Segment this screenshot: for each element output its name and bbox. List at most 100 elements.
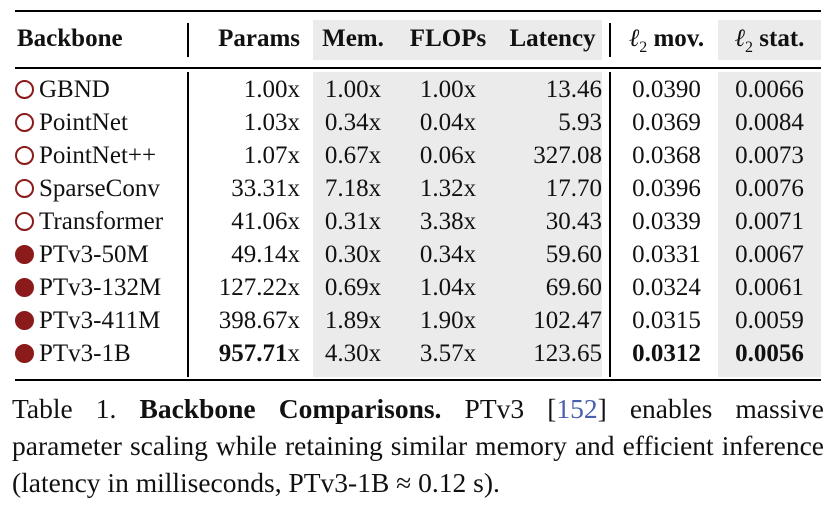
- flops-value: 1.32x: [419, 175, 477, 202]
- caption-text-part2: ] enables massive parameter scaling whil…: [12, 393, 824, 498]
- row-name-cell: PointNet++: [15, 139, 156, 172]
- latency-value: 69.60: [545, 274, 602, 301]
- shade-stat-body: [718, 72, 821, 377]
- caption-text-part1: PTv3 [: [441, 393, 557, 424]
- l2-stat-value: 0.0061: [735, 274, 804, 301]
- l2-mov-value: 0.0324: [632, 274, 701, 301]
- latency-value: 13.46: [545, 76, 602, 103]
- row-name-cell: PTv3-50M: [15, 238, 149, 271]
- l2-mov-value: 0.0368: [632, 142, 701, 169]
- l2-stat-value: 0.0076: [735, 175, 804, 202]
- ell-subscript: 2: [639, 39, 648, 56]
- header-latency: Latency: [509, 25, 596, 52]
- open-circle-icon: [15, 80, 34, 99]
- l2-stat-value: 0.0066: [735, 76, 804, 103]
- l2-mov-value: 0.0396: [632, 175, 701, 202]
- open-circle-icon: [15, 113, 34, 132]
- mem-value: 4.30x: [324, 340, 382, 367]
- header-l2-stat: ℓ2 stat.: [718, 22, 821, 56]
- vrule-latency-body: [609, 72, 611, 377]
- params-value: 1.07x: [243, 142, 300, 169]
- mem-value: 0.31x: [324, 208, 382, 235]
- mem-value: 1.00x: [324, 76, 382, 103]
- caption-label: Table 1.: [12, 393, 140, 424]
- l2-stat-value: 0.0071: [735, 208, 804, 235]
- shade-efficiency-header: [313, 20, 602, 60]
- bottom-rule: [15, 379, 821, 381]
- row-name-cell: GBND: [15, 73, 110, 106]
- l2-stat-value: 0.0084: [735, 109, 804, 136]
- open-circle-icon: [15, 179, 34, 198]
- backbone-name: PointNet++: [39, 142, 157, 169]
- params-value: 1.03x: [243, 109, 300, 136]
- latency-value: 17.70: [545, 175, 602, 202]
- flops-value: 0.34x: [419, 241, 477, 268]
- l2-stat-value: 0.0056: [735, 340, 804, 367]
- latency-value: 123.65: [533, 340, 602, 367]
- filled-circle-icon: [15, 245, 34, 264]
- backbone-name: SparseConv: [39, 175, 160, 202]
- row-name-cell: PTv3-132M: [15, 271, 161, 304]
- backbone-table: Backbone Params Mem. FLOPs Latency ℓ2 mo…: [15, 10, 821, 385]
- params-bold-number: 957.71: [218, 340, 288, 367]
- header-params: Params: [218, 25, 300, 52]
- filled-circle-icon: [15, 311, 34, 330]
- l2-stat-value: 0.0059: [735, 307, 804, 334]
- l2-stat-value: 0.0067: [735, 241, 804, 268]
- latency-value: 5.93: [558, 109, 602, 136]
- caption-title: Backbone Comparisons.: [139, 393, 442, 424]
- l2-mov-value: 0.0331: [632, 241, 701, 268]
- mem-value: 0.34x: [324, 109, 382, 136]
- filled-circle-icon: [15, 344, 34, 363]
- flops-value: 1.04x: [419, 274, 477, 301]
- params-suffix: x: [287, 340, 301, 367]
- header-mem: Mem.: [322, 25, 384, 52]
- row-name-cell: Transformer: [15, 205, 163, 238]
- header-rule: [15, 67, 821, 69]
- params-value: 127.22x: [218, 274, 300, 301]
- l2-mov-value: 0.0390: [632, 76, 701, 103]
- l2-mov-label: mov.: [647, 25, 705, 52]
- params-value: 957.71x: [195, 337, 300, 370]
- open-circle-icon: [15, 212, 34, 231]
- backbone-name: PTv3-411M: [39, 307, 161, 334]
- ell-symbol: ℓ: [628, 25, 640, 52]
- l2-mov-value: 0.0315: [632, 307, 701, 334]
- ell-symbol: ℓ: [734, 25, 746, 52]
- vrule-backbone-header: [187, 23, 189, 57]
- open-circle-icon: [15, 146, 34, 165]
- flops-value: 1.00x: [419, 76, 477, 103]
- flops-value: 1.90x: [419, 307, 477, 334]
- mem-value: 0.67x: [324, 142, 382, 169]
- flops-value: 0.04x: [419, 109, 477, 136]
- header-flops: FLOPs: [409, 25, 487, 52]
- mem-value: 7.18x: [324, 175, 382, 202]
- mem-value: 0.30x: [324, 241, 382, 268]
- backbone-name: GBND: [39, 76, 110, 103]
- params-value: 33.31x: [231, 175, 300, 202]
- l2-mov-value: 0.0369: [632, 109, 701, 136]
- filled-circle-icon: [15, 278, 34, 297]
- latency-value: 102.47: [533, 307, 602, 334]
- latency-value: 59.60: [545, 241, 602, 268]
- backbone-name: PTv3-132M: [39, 274, 162, 301]
- latency-value: 327.08: [533, 142, 602, 169]
- flops-value: 3.57x: [419, 340, 477, 367]
- citation-link[interactable]: 152: [556, 393, 598, 424]
- row-name-cell: PointNet: [15, 106, 128, 139]
- backbone-name: Transformer: [39, 208, 164, 235]
- backbone-name: PTv3-50M: [39, 241, 149, 268]
- backbone-name: PointNet: [39, 109, 128, 136]
- mem-value: 1.89x: [324, 307, 382, 334]
- latency-value: 30.43: [545, 208, 602, 235]
- row-name-cell: PTv3-411M: [15, 304, 160, 337]
- flops-value: 3.38x: [419, 208, 477, 235]
- l2-stat-value: 0.0073: [735, 142, 804, 169]
- vrule-latency-header: [609, 23, 611, 57]
- row-name-cell: SparseConv: [15, 172, 160, 205]
- ell-subscript: 2: [745, 39, 754, 56]
- vrule-backbone-body: [187, 72, 189, 377]
- l2-mov-value: 0.0339: [632, 208, 701, 235]
- header-l2-mov: ℓ2 mov.: [615, 22, 718, 56]
- shade-stat-header: [718, 20, 821, 60]
